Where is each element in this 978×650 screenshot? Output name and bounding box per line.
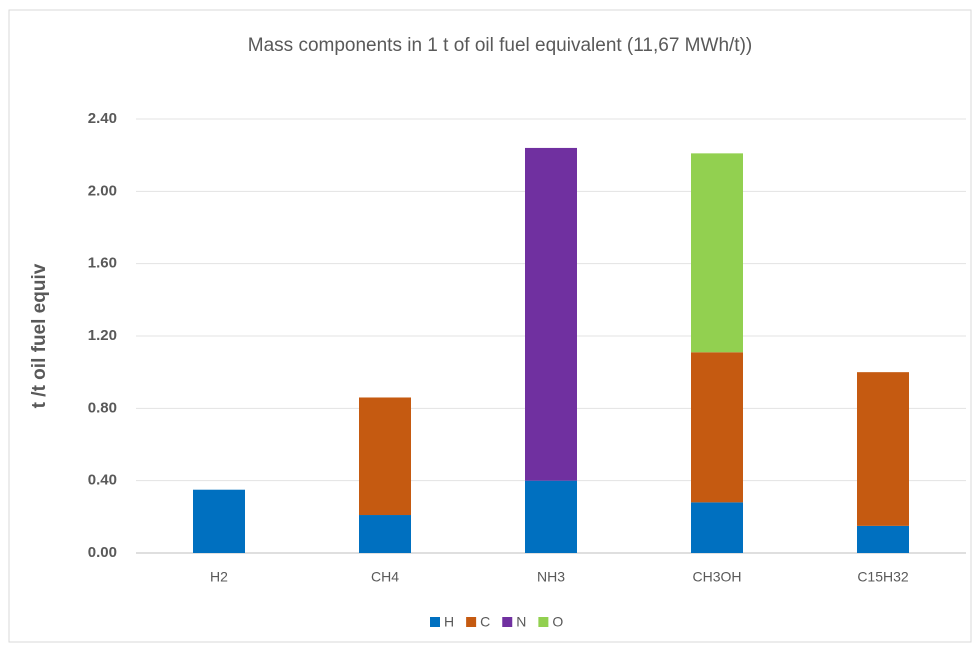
x-tick-label: C15H32 bbox=[857, 569, 909, 585]
legend-label: O bbox=[552, 614, 563, 630]
chart-title: Mass components in 1 t of oil fuel equiv… bbox=[248, 35, 752, 56]
chart-frame bbox=[8, 9, 972, 643]
legend-label: N bbox=[516, 614, 526, 630]
x-tick-label: H2 bbox=[210, 569, 228, 585]
y-tick-label: 0.40 bbox=[88, 472, 117, 489]
y-tick-label: 0.00 bbox=[88, 544, 117, 561]
y-tick-label: 1.20 bbox=[88, 327, 117, 344]
bar-segment bbox=[857, 525, 909, 553]
y-axis-label: t /t oil fuel equiv bbox=[29, 263, 50, 408]
bar-segment bbox=[525, 147, 577, 481]
y-tick-label: 1.60 bbox=[88, 255, 117, 272]
y-tick-label: 0.80 bbox=[88, 399, 117, 416]
bar-segment bbox=[359, 397, 411, 516]
legend-label: C bbox=[480, 614, 490, 630]
x-tick-label: CH3OH bbox=[692, 569, 741, 585]
y-tick-label: 2.00 bbox=[88, 182, 117, 199]
bar-segment bbox=[691, 502, 743, 553]
legend-swatch bbox=[538, 617, 549, 627]
legend-swatch bbox=[466, 617, 477, 627]
legend-swatch bbox=[430, 617, 440, 627]
bar-segment bbox=[857, 372, 909, 526]
x-tick-label: NH3 bbox=[537, 569, 565, 585]
bar-segment bbox=[691, 153, 743, 353]
bar-segment bbox=[691, 352, 743, 503]
bar-segment bbox=[193, 489, 245, 553]
y-tick-label: 2.40 bbox=[88, 110, 117, 127]
legend-label: H bbox=[444, 614, 454, 630]
bar-segment bbox=[525, 480, 577, 553]
bar-segment bbox=[359, 515, 411, 553]
legend-swatch bbox=[502, 617, 513, 627]
x-tick-label: CH4 bbox=[371, 569, 399, 585]
